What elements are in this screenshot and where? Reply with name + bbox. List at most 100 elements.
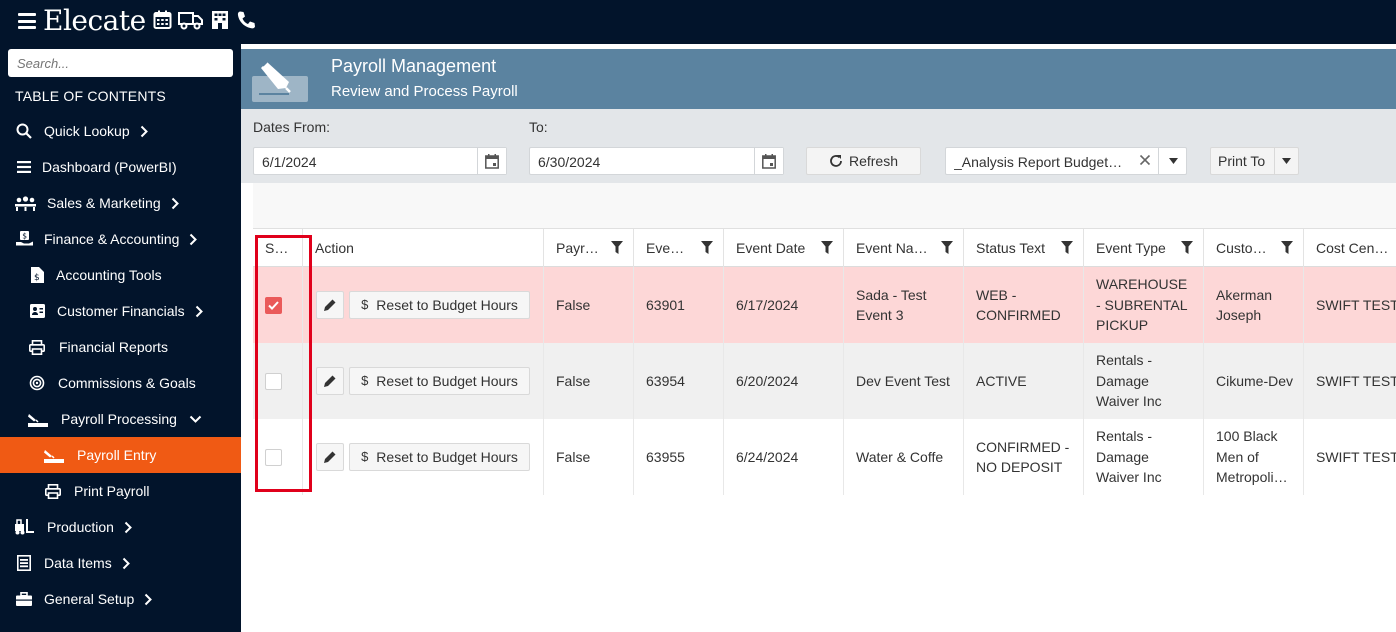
truck-icon[interactable] (178, 10, 204, 30)
filter-icon[interactable] (611, 241, 623, 257)
edit-button[interactable] (316, 443, 344, 471)
column-header-status-text[interactable]: Status Text (964, 229, 1084, 267)
sidebar-item-data-items[interactable]: Data Items (0, 545, 241, 581)
sidebar-item-general-setup[interactable]: General Setup (0, 581, 241, 617)
to-label: To: (529, 119, 548, 135)
filter-icon[interactable] (821, 241, 833, 257)
report-selector-value: _Analysis Report Budget… (954, 154, 1123, 170)
people-icon (15, 194, 36, 212)
refresh-button[interactable]: Refresh (806, 147, 921, 175)
column-header-cost-center[interactable]: Cost Cen… (1316, 240, 1389, 256)
sidebar-item-print-payroll[interactable]: Print Payroll (0, 473, 241, 509)
dates-from-label: Dates From: (253, 119, 331, 135)
contact-card-icon (28, 302, 46, 320)
column-header-event-date[interactable]: Event Date (724, 229, 844, 267)
phone-icon[interactable] (236, 10, 256, 30)
edit-button[interactable] (316, 291, 344, 319)
hamburger-menu-icon[interactable] (18, 13, 36, 29)
toc-title: TABLE OF CONTENTS (15, 88, 166, 104)
table-row[interactable]: $ Reset to Budget Hours False 63954 6/20/… (253, 343, 1396, 419)
sidebar-item-production[interactable]: Production (0, 509, 241, 545)
event-date-cell: 6/20/2024 (724, 343, 844, 419)
sidebar-item-commissions-goals[interactable]: Commissions & Goals (0, 365, 241, 401)
table-row[interactable]: $ Reset to Budget Hours False 63901 6/17/… (253, 267, 1396, 343)
sidebar-item-label: Customer Financials (57, 303, 185, 319)
column-header-customer[interactable]: Custo… (1204, 229, 1304, 267)
sidebar-item-label: Payroll Processing (61, 411, 177, 427)
sidebar-item-payroll-entry[interactable]: Payroll Entry (0, 437, 241, 473)
sidebar-item-sales-marketing[interactable]: Sales & Marketing (0, 185, 241, 221)
print-to-button[interactable]: Print To (1210, 147, 1299, 175)
filter-icon[interactable] (1061, 241, 1073, 257)
sidebar-item-label: Finance & Accounting (44, 231, 180, 247)
sidebar-search-input[interactable] (8, 49, 233, 77)
refresh-icon (829, 154, 843, 168)
event-date-cell: 6/17/2024 (724, 267, 844, 343)
sidebar-item-quick-lookup[interactable]: Quick Lookup (0, 113, 241, 149)
select-cell[interactable] (253, 267, 303, 343)
sidebar-item-label: Accounting Tools (56, 267, 162, 283)
clear-icon[interactable] (1139, 153, 1151, 169)
row-checkbox[interactable] (265, 296, 282, 314)
sidebar-item-payroll-processing[interactable]: Payroll Processing (0, 401, 241, 437)
pen-card-icon (28, 410, 48, 428)
calendar-picker-icon[interactable] (477, 148, 506, 174)
app-logo[interactable]: Elecate (43, 4, 146, 37)
reset-budget-hours-button[interactable]: $ Reset to Budget Hours (349, 367, 530, 395)
chevron-right-icon (124, 521, 132, 534)
column-header-event[interactable]: Eve… (634, 229, 724, 267)
column-header-event-name[interactable]: Event Na… (844, 229, 964, 267)
sidebar: TABLE OF CONTENTS Quick Lookup Dashboard… (0, 44, 241, 632)
cost-center-cell: SWIFT TEST (1316, 448, 1396, 465)
sidebar-item-accounting-tools[interactable]: $ Accounting Tools (0, 257, 241, 293)
event-cell: 63955 (634, 419, 724, 495)
calendar-icon[interactable] (153, 10, 172, 30)
action-cell: $ Reset to Budget Hours (303, 343, 544, 419)
column-header-payroll[interactable]: Payr… (544, 229, 634, 267)
filter-icon[interactable] (701, 241, 713, 257)
sidebar-item-label: Dashboard (PowerBI) (42, 159, 177, 175)
edit-button[interactable] (316, 367, 344, 395)
dollar-icon: $ (361, 372, 369, 388)
customer-cell: Akerman Joseph (1204, 267, 1304, 343)
dropdown-arrow-icon[interactable] (1274, 148, 1298, 174)
cost-center-cell: SWIFT TEST (1316, 296, 1396, 313)
reset-budget-hours-button[interactable]: $ Reset to Budget Hours (349, 291, 530, 319)
column-header-select[interactable]: S… (253, 229, 303, 267)
row-checkbox[interactable] (265, 372, 282, 390)
filter-icon[interactable] (1181, 241, 1193, 257)
sidebar-item-label: Production (47, 519, 114, 535)
sidebar-item-label: Commissions & Goals (58, 375, 196, 391)
menu-icon (15, 158, 33, 176)
chevron-down-icon (189, 415, 202, 423)
sidebar-item-customer-financials[interactable]: Customer Financials (0, 293, 241, 329)
sidebar-item-finance-accounting[interactable]: $ Finance & Accounting (0, 221, 241, 257)
reset-budget-hours-button[interactable]: $ Reset to Budget Hours (349, 443, 530, 471)
dropdown-arrow-icon[interactable] (1158, 148, 1187, 174)
date-to-field[interactable]: 6/30/2024 (529, 147, 784, 175)
event-cell: 63954 (634, 343, 724, 419)
forklift-icon (15, 518, 35, 536)
print-to-label: Print To (1218, 153, 1266, 169)
sidebar-item-label: Print Payroll (74, 483, 150, 499)
calendar-picker-icon[interactable] (754, 148, 783, 174)
grid-header: S… Action Payr… Eve… Event Date Event Na… (253, 229, 1396, 267)
building-icon[interactable] (210, 10, 230, 30)
column-header-event-type[interactable]: Event Type (1084, 229, 1204, 267)
date-from-field[interactable]: 6/1/2024 (253, 147, 507, 175)
sidebar-item-financial-reports[interactable]: Financial Reports (0, 329, 241, 365)
filter-icon[interactable] (941, 241, 953, 257)
report-selector[interactable]: _Analysis Report Budget… (945, 147, 1187, 175)
column-header-action[interactable]: Action (303, 229, 544, 267)
select-cell[interactable] (253, 419, 303, 495)
row-checkbox[interactable] (265, 448, 282, 466)
select-cell[interactable] (253, 343, 303, 419)
date-from-value: 6/1/2024 (262, 154, 317, 170)
payroll-cell: False (544, 419, 634, 495)
status-text-cell: WEB - CONFIRMED (964, 267, 1084, 343)
chevron-right-icon (189, 233, 198, 246)
sidebar-item-dashboard[interactable]: Dashboard (PowerBI) (0, 149, 241, 185)
table-row[interactable]: $ Reset to Budget Hours False 63955 6/24/… (253, 419, 1396, 495)
customer-cell: 100 Black Men of Metropoli… (1204, 419, 1304, 495)
filter-icon[interactable] (1281, 241, 1293, 257)
